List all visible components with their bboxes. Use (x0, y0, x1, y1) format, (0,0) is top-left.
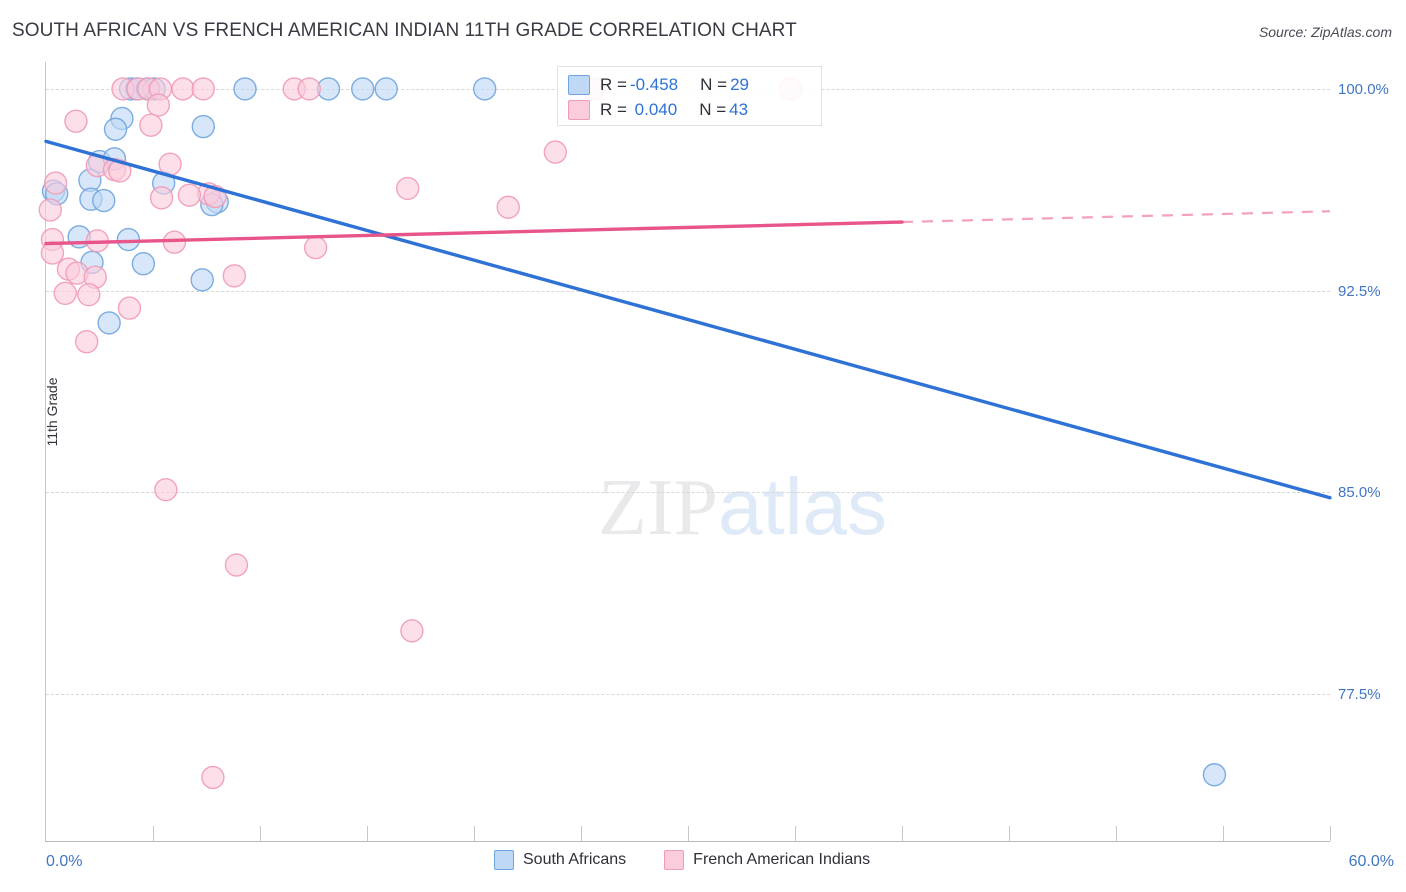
x-axis-tick (795, 826, 796, 841)
data-point[interactable] (222, 264, 247, 288)
data-point[interactable] (1202, 763, 1227, 787)
trendline-south-africans (44, 139, 1332, 500)
data-point[interactable] (149, 186, 174, 210)
data-point[interactable] (92, 188, 116, 213)
x-axis-tick (688, 826, 689, 841)
x-axis-tick (581, 826, 582, 841)
data-point[interactable] (77, 282, 101, 307)
legend-label-french-american-indians: French American Indians (693, 851, 871, 868)
x-axis-max-label: 60.0% (1348, 853, 1394, 870)
data-point[interactable] (146, 93, 171, 117)
data-point[interactable] (103, 117, 128, 141)
stats-n-value-0: 29 (730, 74, 749, 94)
data-point[interactable] (496, 195, 520, 219)
data-point[interactable] (374, 77, 398, 101)
chart-legend: South Africans French American Indians (494, 850, 870, 870)
stats-n-label-0: N = (700, 74, 728, 94)
data-point[interactable] (131, 252, 156, 276)
data-point[interactable] (177, 183, 202, 207)
x-axis-tick (260, 826, 261, 841)
legend-label-south-africans: South Africans (523, 851, 627, 868)
data-point[interactable] (116, 227, 141, 252)
gridline-y (46, 694, 1330, 696)
x-axis-tick (1330, 826, 1331, 841)
data-point[interactable] (224, 553, 249, 577)
data-point[interactable] (543, 140, 568, 164)
data-point[interactable] (190, 268, 214, 292)
data-point[interactable] (53, 281, 77, 306)
data-point[interactable] (97, 311, 121, 335)
legend-swatch-south-africans (494, 850, 514, 870)
series-south-africans (41, 77, 1227, 787)
x-axis-tick (474, 826, 475, 841)
stats-n-value-1: 43 (729, 99, 749, 119)
stats-swatch-french-american-indians (568, 99, 590, 120)
legend-swatch-french-american-indians (664, 850, 685, 870)
data-point[interactable] (108, 159, 132, 183)
data-point[interactable] (43, 171, 68, 195)
data-point[interactable] (201, 765, 225, 790)
x-axis-line (45, 841, 1330, 842)
data-point[interactable] (139, 113, 163, 137)
stats-row-french-american-indians: R = 0.040 N = 43 (568, 97, 811, 122)
source-attribution: Source: ZipAtlas.com (1258, 24, 1392, 40)
data-point[interactable] (233, 77, 257, 101)
data-point[interactable] (473, 77, 497, 101)
data-point[interactable] (171, 77, 195, 101)
x-axis-tick (153, 826, 154, 841)
data-point[interactable] (191, 114, 215, 139)
x-axis-tick (367, 826, 368, 841)
data-point[interactable] (191, 77, 215, 101)
trendline-french-american-indians (44, 220, 904, 246)
trendline-extrapolation-french-american-indians (901, 210, 1331, 224)
data-point[interactable] (351, 77, 375, 101)
data-point[interactable] (64, 109, 88, 133)
stats-r-label-0: R = (600, 74, 627, 94)
correlation-stats-box: R = -0.458 N = 29 R = 0.040 N = 43 (557, 66, 822, 126)
data-point[interactable] (395, 176, 420, 201)
legend-item-french-american-indians[interactable]: French American Indians (664, 850, 870, 870)
stats-r-label-1: R = (600, 99, 627, 119)
data-point[interactable] (297, 77, 321, 101)
stats-r-value-0: -0.458 (629, 74, 679, 94)
y-axis-tick-label: 77.5% (1338, 686, 1381, 704)
page-title: SOUTH AFRICAN VS FRENCH AMERICAN INDIAN … (12, 20, 797, 41)
legend-item-south-africans[interactable]: South Africans (494, 850, 626, 870)
data-point[interactable] (74, 330, 99, 354)
y-axis-line (45, 62, 46, 842)
data-point[interactable] (154, 477, 178, 502)
gridline-y (46, 492, 1330, 494)
x-axis-tick (1223, 826, 1224, 841)
x-axis-tick (1009, 826, 1010, 841)
stats-n-label-1: N = (699, 99, 727, 119)
stats-row-south-africans: R = -0.458 N = 29 (568, 72, 811, 97)
x-axis-tick (902, 826, 903, 841)
gridline-y (46, 290, 1330, 292)
data-point[interactable] (117, 296, 142, 320)
y-axis-tick-label: 92.5% (1338, 282, 1381, 300)
y-axis-tick-label: 85.0% (1338, 484, 1381, 502)
y-axis-tick-label: 100.0% (1338, 80, 1389, 98)
data-point[interactable] (400, 619, 424, 643)
stats-r-value-1: 0.040 (629, 99, 678, 119)
data-point[interactable] (303, 235, 328, 260)
data-point[interactable] (40, 241, 65, 265)
data-point[interactable] (38, 198, 62, 222)
stats-swatch-south-africans (568, 74, 590, 95)
x-axis-tick (1116, 826, 1117, 841)
x-axis-min-label: 0.0% (46, 853, 83, 870)
